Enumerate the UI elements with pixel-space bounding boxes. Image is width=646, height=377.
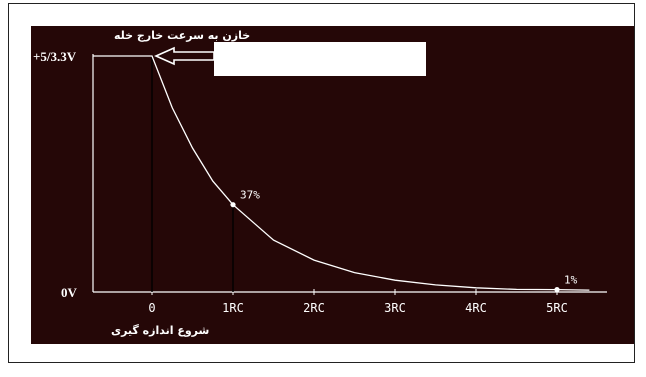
x-tick-label: 4RC bbox=[465, 301, 487, 315]
x-tick-label: 3RC bbox=[384, 301, 406, 315]
x-tick-label: 2RC bbox=[303, 301, 325, 315]
y-tick-label: 0V bbox=[61, 285, 78, 300]
data-point bbox=[230, 202, 236, 208]
marks bbox=[93, 55, 590, 293]
chart-background bbox=[31, 26, 634, 344]
x-tick-label: 5RC bbox=[546, 301, 568, 315]
point-label: 1% bbox=[564, 274, 578, 287]
series-line bbox=[93, 55, 590, 291]
chart: 0 1RC 2RC 3RC 4RC 5RC +5/3.3V 0V 37% 1% خازن به سر… bbox=[31, 26, 634, 344]
data-point bbox=[554, 287, 560, 293]
labels: 0 1RC 2RC 3RC 4RC 5RC +5/3.3V 0V 37% 1% خازن به سر… bbox=[33, 29, 578, 337]
x-tick-label: 0 bbox=[148, 301, 155, 315]
blank-callout-box bbox=[214, 42, 426, 76]
x-tick-label: 1RC bbox=[222, 301, 244, 315]
annotation-bottom: شروع اندازه گیری bbox=[111, 324, 209, 337]
figure-frame: 0 1RC 2RC 3RC 4RC 5RC +5/3.3V 0V 37% 1% خازن به سر… bbox=[8, 3, 635, 363]
annotation-top: خازن به سرعت خارج خله bbox=[114, 29, 250, 43]
left-arrow-icon bbox=[154, 46, 215, 66]
y-tick-label: +5/3.3V bbox=[33, 49, 77, 64]
point-label: 37% bbox=[240, 189, 260, 202]
